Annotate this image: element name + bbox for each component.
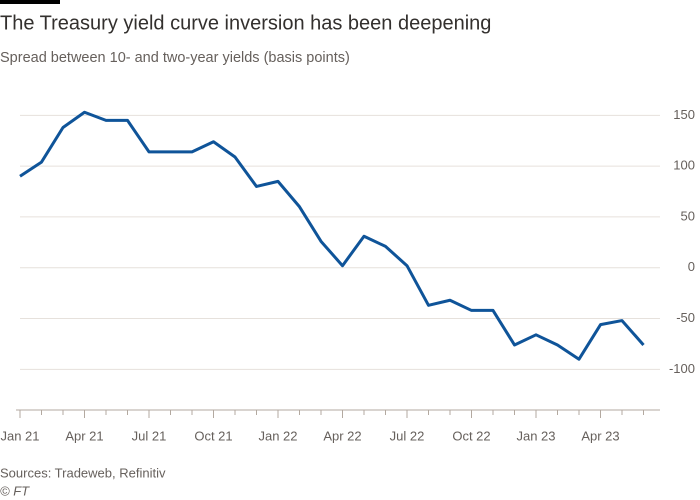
x-tick-label: Jul 22	[390, 428, 425, 443]
y-tick-label: 150	[673, 107, 695, 122]
x-tick-label: Jan 23	[516, 428, 555, 443]
x-tick-label: Jan 21	[0, 428, 39, 443]
x-tick-label: Oct 22	[452, 428, 490, 443]
chart-title: The Treasury yield curve inversion has b…	[0, 12, 491, 34]
x-tick-label: Jul 21	[132, 428, 167, 443]
x-tick-label: Apr 21	[65, 428, 103, 443]
y-tick-label: -100	[669, 361, 695, 376]
x-tick-label: Oct 21	[194, 428, 232, 443]
x-tick-label: Apr 22	[323, 428, 361, 443]
source: Sources: Tradeweb, Refinitiv	[0, 465, 166, 480]
y-tick-label: 0	[688, 259, 695, 274]
y-tick-label: 50	[681, 208, 695, 223]
x-tick-label: Apr 23	[581, 428, 619, 443]
series-line	[19, 110, 645, 361]
brand-bar	[0, 0, 60, 4]
chart-subtitle: Spread between 10- and two-year yields (…	[0, 50, 350, 66]
y-tick-label: -50	[676, 310, 695, 325]
x-tick-label: Jan 22	[258, 428, 297, 443]
y-tick-label: 100	[673, 158, 695, 173]
credit: © FT	[0, 483, 30, 498]
